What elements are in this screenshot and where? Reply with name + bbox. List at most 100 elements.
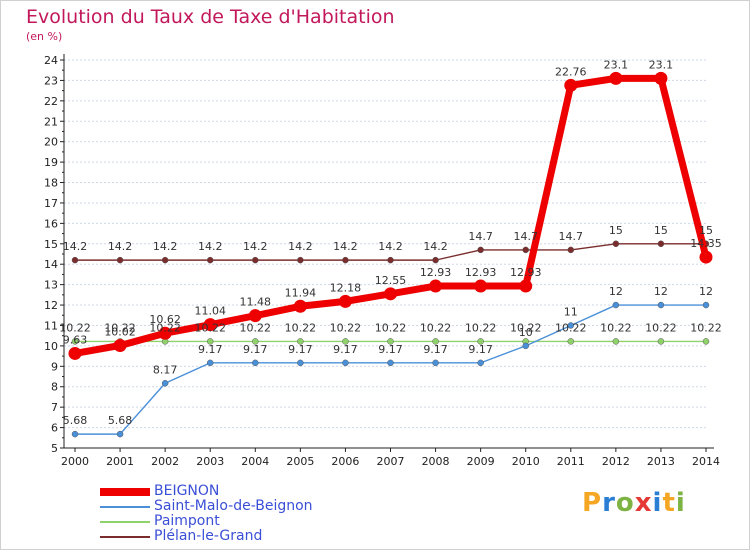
x-tick-label: 2008 — [422, 455, 450, 468]
data-point-saint-malo-de-beignon — [567, 322, 575, 329]
data-point-beignon — [519, 279, 533, 293]
data-point-plelan-le-grand — [297, 256, 304, 264]
logo-letter: i — [675, 488, 686, 518]
data-point-plelan-le-grand — [116, 256, 124, 264]
data-label-paimpont: 10.22 — [375, 321, 407, 334]
y-tick-label: 24 — [44, 54, 58, 67]
data-label-plelan-le-grand: 14.7 — [468, 230, 493, 243]
data-point-saint-malo-de-beignon — [252, 359, 259, 367]
data-label-beignon: 12.55 — [375, 274, 407, 287]
data-label-paimpont: 10.22 — [465, 321, 497, 334]
legend: BEIGNON Saint-Malo-de-Beignon Paimpont P… — [100, 483, 360, 545]
data-point-paimpont — [612, 338, 620, 345]
data-point-paimpont — [71, 338, 79, 345]
data-label-paimpont: 10.22 — [690, 321, 722, 334]
legend-label-saint-malo: Saint-Malo-de-Beignon — [154, 498, 313, 514]
data-label-saint-malo-de-beignon: 11 — [564, 305, 578, 318]
y-tick-label: 10 — [44, 340, 58, 353]
x-tick-label: 2002 — [151, 455, 179, 468]
legend-swatch-saint-malo — [100, 506, 150, 508]
data-label-saint-malo-de-beignon: 9.17 — [198, 343, 223, 356]
data-label-plelan-le-grand: 15 — [609, 224, 623, 237]
data-point-beignon — [68, 346, 82, 360]
y-tick-label: 9 — [51, 360, 58, 373]
data-label-saint-malo-de-beignon: 10 — [519, 326, 533, 339]
data-point-beignon — [429, 279, 443, 293]
y-tick-label: 14 — [44, 258, 58, 271]
y-tick-label: 19 — [44, 156, 58, 169]
data-label-plelan-le-grand: 14.2 — [108, 240, 133, 253]
y-tick-label: 7 — [51, 401, 58, 414]
data-point-paimpont — [387, 338, 394, 345]
x-tick-label: 2013 — [647, 455, 675, 468]
data-label-paimpont: 10.22 — [555, 321, 587, 334]
data-point-plelan-le-grand — [161, 256, 169, 264]
data-label-saint-malo-de-beignon: 9.17 — [333, 343, 358, 356]
x-tick-label: 2012 — [602, 455, 630, 468]
data-point-paimpont — [297, 338, 304, 345]
data-point-saint-malo-de-beignon — [612, 301, 620, 309]
data-point-saint-malo-de-beignon — [387, 359, 394, 367]
data-point-plelan-le-grand — [342, 256, 349, 264]
y-tick-label: 21 — [44, 115, 58, 128]
logo-letter: P — [582, 488, 603, 518]
data-label-beignon: 9.63 — [63, 333, 88, 346]
data-point-saint-malo-de-beignon — [297, 359, 304, 367]
data-label-plelan-le-grand: 15 — [654, 224, 668, 237]
data-label-saint-malo-de-beignon: 9.17 — [243, 343, 268, 356]
data-label-paimpont: 10.22 — [420, 321, 452, 334]
data-point-beignon — [384, 287, 397, 301]
data-point-plelan-le-grand — [612, 240, 620, 248]
data-label-beignon: 14.35 — [690, 237, 722, 250]
data-point-beignon — [609, 71, 623, 85]
axes: 5 6 7 8 9 10 11 12 13 14 15 16 17 18 19 20 21 22 23 24 2000 2… — [44, 54, 720, 468]
x-tick-label: 2000 — [61, 455, 89, 468]
data-point-plelan-le-grand — [522, 246, 529, 254]
data-point-beignon — [158, 326, 172, 340]
data-label-beignon: 10.02 — [104, 325, 136, 338]
data-label-saint-malo-de-beignon: 8.17 — [153, 363, 178, 376]
proxiti-logo: Proxiti — [582, 488, 686, 518]
data-label-saint-malo-de-beignon: 5.68 — [108, 414, 133, 427]
data-point-plelan-le-grand — [252, 256, 259, 264]
grid — [64, 59, 708, 449]
data-point-paimpont — [702, 338, 710, 345]
y-tick-label: 6 — [51, 422, 58, 435]
x-tick-label: 2014 — [692, 455, 720, 468]
logo-letter: x — [634, 488, 653, 518]
x-tick-label: 2011 — [557, 455, 585, 468]
data-label-beignon: 12.93 — [420, 266, 452, 279]
y-tick-label: 22 — [44, 95, 58, 108]
data-point-saint-malo-de-beignon — [477, 359, 484, 367]
x-tick-label: 2009 — [467, 455, 495, 468]
legend-item-plelan: Plélan-le-Grand — [100, 528, 360, 545]
data-label-beignon: 11.48 — [240, 296, 272, 309]
chart-subtitle: (en %) — [26, 30, 63, 43]
data-label-plelan-le-grand: 14.2 — [198, 240, 223, 253]
series-line-beignon — [71, 74, 710, 357]
data-label-saint-malo-de-beignon: 5.68 — [63, 414, 88, 427]
chart-title: Evolution du Taux de Taxe d'Habitation — [26, 6, 395, 28]
logo-letter: o — [615, 488, 635, 518]
data-label-beignon: 11.94 — [285, 286, 317, 299]
legend-label-beignon: BEIGNON — [154, 483, 220, 499]
logo-letter: t — [662, 488, 676, 518]
data-point-saint-malo-de-beignon — [342, 359, 349, 367]
logo-letter: i — [652, 488, 663, 518]
data-point-saint-malo-de-beignon — [71, 430, 79, 438]
data-point-paimpont — [342, 338, 349, 345]
data-point-plelan-le-grand — [432, 256, 439, 264]
data-labels: 14.2 14.2 14.2 14.2 14.2 14.2 14.2 14.2 14.2 14.7… — [59, 58, 722, 427]
data-point-beignon — [564, 78, 578, 92]
y-tick-label: 15 — [44, 238, 58, 251]
data-label-beignon: 10.62 — [149, 313, 181, 326]
x-tick-label: 2001 — [106, 455, 134, 468]
data-label-paimpont: 10.22 — [240, 321, 272, 334]
data-point-plelan-le-grand — [71, 256, 79, 264]
data-label-saint-malo-de-beignon: 12 — [699, 285, 713, 298]
data-point-beignon — [699, 250, 713, 264]
legend-swatch-beignon — [100, 488, 150, 496]
data-point-plelan-le-grand — [206, 256, 214, 264]
